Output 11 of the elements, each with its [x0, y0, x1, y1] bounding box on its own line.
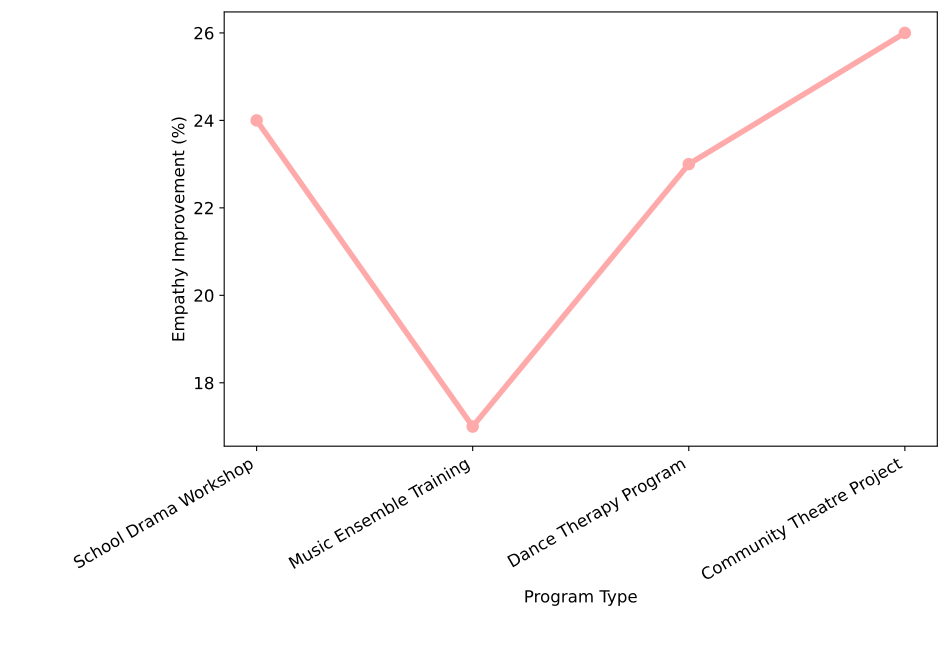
point — [466, 420, 479, 433]
y-tick-label: 20 — [194, 289, 214, 302]
point — [682, 158, 696, 170]
y-tick-label: 26 — [194, 26, 214, 40]
point — [250, 114, 263, 127]
y-tick-label: 18 — [195, 376, 214, 390]
y-tick-label: 24 — [194, 114, 214, 127]
point — [898, 26, 912, 40]
y-tick-label: 22 — [194, 202, 213, 214]
x-axis-title: Program Type — [525, 590, 637, 606]
y-axis-title: Empathy Improvement (%) — [172, 117, 188, 340]
